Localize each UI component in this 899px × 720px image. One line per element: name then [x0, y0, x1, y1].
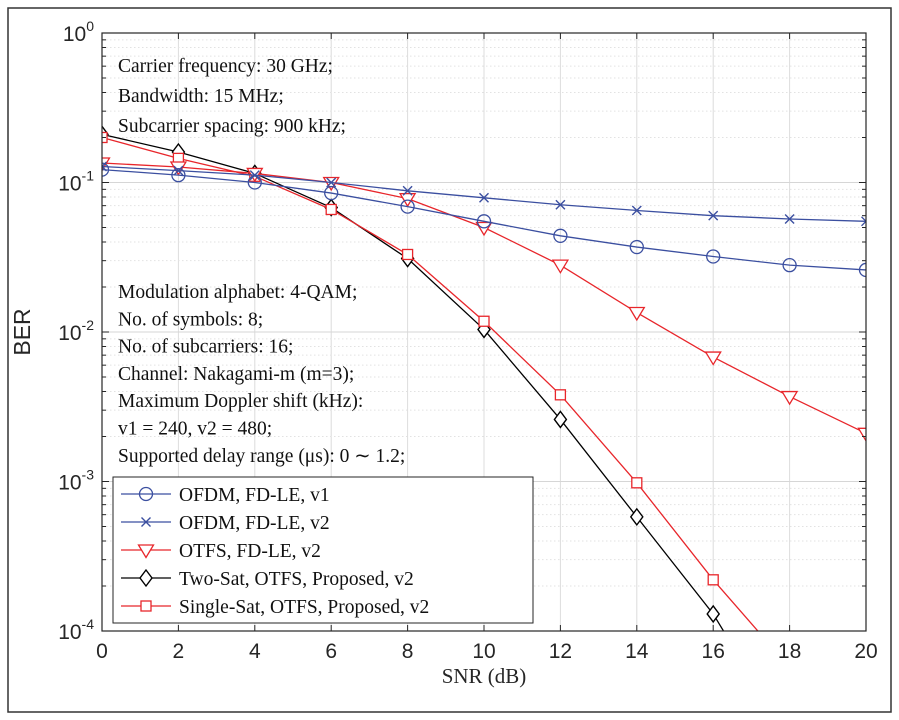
x-tick-label: 6	[325, 640, 337, 663]
legend-entry: OFDM, FD-LE, v2	[121, 513, 330, 534]
data-point	[629, 239, 644, 255]
x-axis-title: SNR (dB)	[442, 664, 527, 688]
x-tick-label: 16	[702, 640, 725, 663]
annotation-line: v1 = 240, v2 = 480;	[118, 419, 272, 440]
data-point	[324, 185, 339, 201]
data-point	[857, 427, 866, 443]
data-point	[629, 507, 644, 527]
legend-label: OFDM, FD-LE, v2	[179, 513, 330, 534]
y-tick-label: 10-4	[58, 616, 94, 644]
x-tick-label: 20	[854, 640, 877, 663]
data-point	[102, 162, 110, 177]
legend-entry: Two-Sat, OTFS, Proposed, v2	[121, 568, 414, 590]
data-point	[706, 604, 721, 624]
data-point	[780, 390, 799, 406]
data-point	[631, 205, 642, 216]
annotation-line: Supported delay range (μs): 0 ∼ 1.2;	[118, 446, 405, 467]
series-1	[102, 161, 866, 227]
data-point	[322, 176, 340, 192]
legend: OFDM, FD-LE, v1 OFDM, FD-LE, v2 OTFS, FD-L…	[112, 476, 534, 624]
data-point	[173, 165, 184, 176]
y-tick-label: 10-1	[58, 168, 94, 196]
series-line	[102, 168, 866, 271]
data-point	[704, 351, 722, 366]
data-point	[402, 185, 413, 196]
annotation-middle: Modulation alphabet: 4-QAM; No. of symbo…	[118, 282, 405, 467]
ticks: 0 2 4 6 8 10 12 14 16 18 20 100 10-1 10-2 10-3 10-4	[58, 18, 877, 663]
data-point	[249, 170, 260, 181]
x-tick-label: 10	[472, 640, 495, 663]
x-tick-label: 18	[778, 640, 801, 663]
data-point	[628, 306, 646, 322]
data-point	[555, 199, 566, 210]
legend-entry: Single-Sat, OTFS, Proposed, v2	[121, 597, 429, 618]
y-tick-label: 10-2	[58, 317, 94, 345]
series-0	[102, 162, 866, 278]
annotation-line: Bandwidth: 15 MHz;	[118, 86, 284, 107]
annotation-line: No. of subcarriers: 16;	[118, 337, 293, 358]
x-tick-label: 4	[249, 640, 261, 663]
data-point	[706, 249, 721, 264]
data-point	[631, 477, 643, 489]
data-point	[171, 167, 186, 183]
x-tick-label: 0	[96, 640, 108, 663]
data-point	[400, 199, 415, 214]
data-point	[479, 192, 489, 203]
legend-label: Single-Sat, OTFS, Proposed, v2	[179, 597, 429, 618]
data-point	[141, 517, 151, 527]
data-point	[325, 203, 337, 216]
annotation-line: Maximum Doppler shift (kHz):	[118, 391, 363, 412]
series-line	[102, 133, 725, 631]
y-tick-label: 10-3	[58, 467, 94, 495]
data-point	[554, 389, 567, 401]
data-point	[475, 221, 493, 237]
data-point	[476, 214, 492, 229]
x-tick-label: 14	[625, 640, 649, 663]
annotation-line: No. of symbols: 8;	[118, 309, 263, 330]
annotation-line: Channel: Nakagami-m (m=3);	[118, 364, 354, 385]
legend-label: Two-Sat, OTFS, Proposed, v2	[179, 569, 414, 590]
data-point	[401, 248, 414, 261]
data-point	[478, 315, 490, 327]
legend-label: OTFS, FD-LE, v2	[179, 541, 321, 562]
data-point	[138, 486, 154, 502]
data-point	[137, 544, 155, 559]
data-point	[553, 410, 568, 429]
annotation-line: Modulation alphabet: 4-QAM;	[118, 282, 357, 303]
data-point	[782, 257, 797, 273]
data-point	[708, 210, 719, 221]
annotation-line: Carrier frequency: 30 GHz;	[118, 56, 333, 77]
x-tick-label: 12	[549, 640, 572, 663]
data-point	[551, 259, 570, 274]
data-point	[861, 216, 866, 227]
data-point	[858, 262, 866, 278]
data-point	[707, 574, 719, 586]
legend-box	[112, 476, 534, 624]
x-tick-label: 8	[402, 640, 414, 663]
annotation-line: Subcarrier spacing: 900 kHz;	[118, 116, 346, 137]
data-point	[102, 161, 107, 172]
legend-entry: OTFS, FD-LE, v2	[121, 541, 321, 562]
legend-entry: OFDM, FD-LE, v1	[121, 485, 330, 506]
series-line	[102, 136, 759, 631]
data-point	[553, 228, 568, 243]
data-point	[140, 600, 152, 612]
y-tick-label: 100	[63, 18, 94, 46]
x-tick-label: 2	[173, 640, 185, 663]
data-point	[784, 214, 795, 224]
data-point	[139, 568, 153, 588]
series-layer	[102, 125, 866, 631]
y-axis-title: BER	[9, 308, 35, 355]
legend-label: OFDM, FD-LE, v1	[179, 485, 330, 506]
data-point	[326, 177, 337, 188]
annotation-top: Carrier frequency: 30 GHz; Bandwidth: 15…	[118, 56, 346, 137]
